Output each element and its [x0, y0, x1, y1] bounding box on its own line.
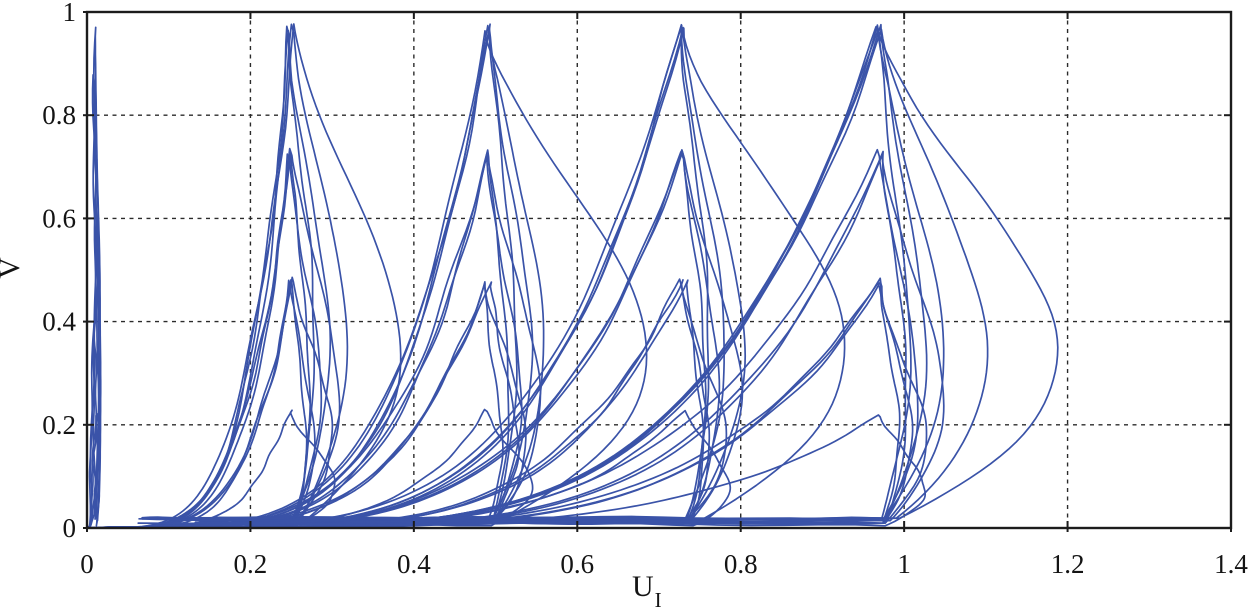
trajectory-curve	[86, 147, 341, 529]
x-axis-label-sub: I	[654, 588, 662, 612]
x-tick-label: 1.4	[1214, 549, 1248, 579]
y-tick-label: 0.2	[42, 410, 76, 440]
x-tick-label: 0.2	[234, 549, 268, 579]
trajectory-curve	[86, 27, 846, 529]
trajectory-curve	[86, 278, 308, 529]
y-tick-label: 1	[63, 0, 77, 27]
trajectory-curve	[86, 29, 316, 529]
trajectory-curve	[86, 148, 919, 529]
trajectory-curve	[86, 23, 928, 529]
x-tick-label: 1	[897, 549, 911, 579]
trajectory-curve	[86, 281, 928, 529]
y-axis-label: V	[0, 252, 26, 284]
trajectory-curve	[86, 279, 316, 529]
x-tick-label: 0	[80, 549, 94, 579]
trajectory-curve	[86, 23, 545, 529]
x-tick-label: 0.4	[397, 549, 431, 579]
trajectory-curve	[86, 279, 711, 529]
trajectory-curve	[86, 23, 725, 529]
trajectory-curve	[86, 24, 710, 529]
trajectory-curve	[86, 153, 323, 529]
trajectory-curve	[86, 414, 927, 529]
trajectory-curve	[86, 152, 312, 529]
x-tick-label: 1.2	[1051, 549, 1085, 579]
trajectory-curve	[86, 149, 707, 529]
trajectory-curve	[86, 150, 744, 529]
trajectory-curve	[86, 151, 721, 529]
trajectory-curve	[86, 279, 705, 529]
trajectory-curve	[86, 278, 728, 529]
trajectory-curve	[86, 153, 945, 529]
x-axis-label-main: U	[632, 570, 654, 603]
trajectory-curve	[86, 149, 510, 529]
axis-box	[85, 10, 1233, 530]
trajectory-curve	[86, 152, 523, 529]
trajectory-curve	[86, 412, 101, 529]
y-tick-label: 0.6	[42, 203, 76, 233]
y-tick-label: 0.4	[42, 307, 76, 337]
trajectory-curve	[86, 27, 534, 529]
trajectory-curve	[86, 282, 101, 529]
y-tick-label: 0.8	[42, 100, 76, 130]
x-tick-label: 0.8	[724, 549, 758, 579]
y-tick-label: 0	[63, 513, 77, 543]
x-tick-label: 0.6	[560, 549, 594, 579]
trajectory-curve	[86, 26, 747, 529]
trajectory-curve	[86, 25, 1059, 529]
trajectory-curve	[86, 23, 349, 529]
x-axis-label: UI	[632, 570, 662, 612]
